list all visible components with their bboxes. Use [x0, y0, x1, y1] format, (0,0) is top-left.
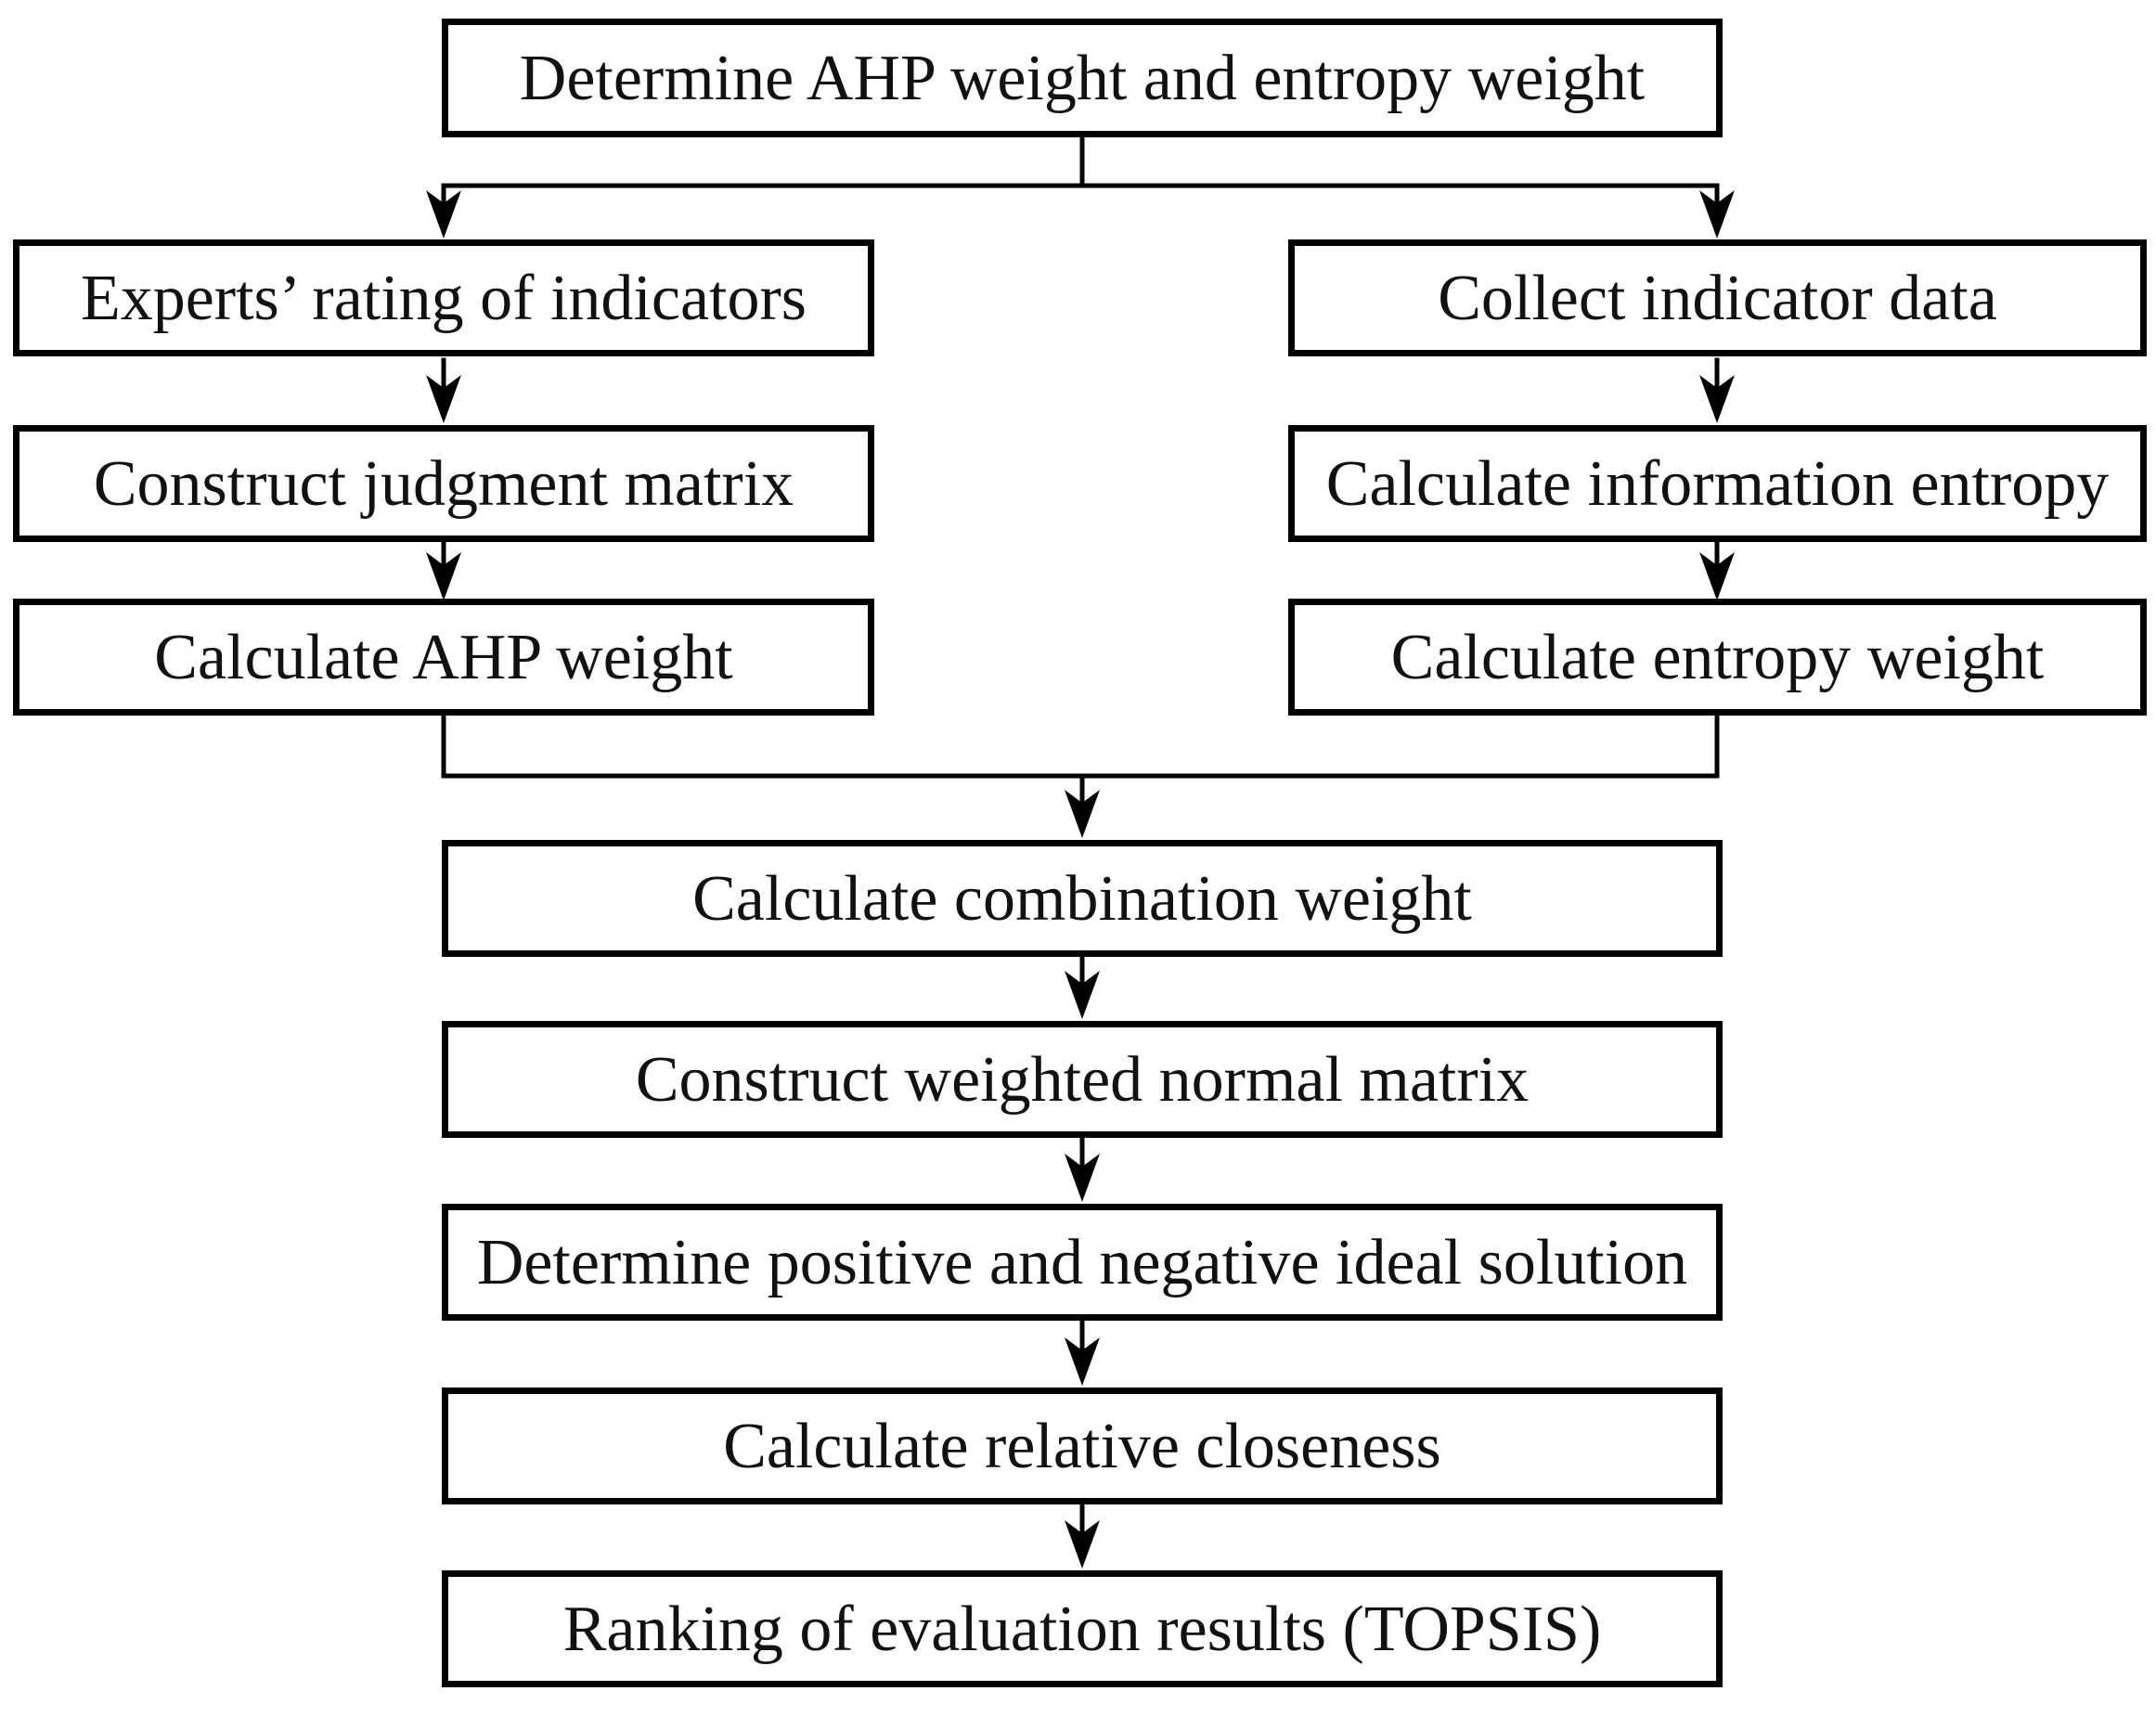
- edge-split-left-arrow: [426, 183, 461, 239]
- edge-merge-center-arrow: [1065, 773, 1100, 838]
- node-collect-indicator-data: Collect indicator data: [1288, 239, 2147, 356]
- edge-combination-to-weighted-arrow: [1065, 954, 1100, 1019]
- edge-split-connector: [441, 135, 1720, 188]
- edge-weighted-to-ideal-arrow: [1065, 1135, 1100, 1202]
- node-determine-weights: Determine AHP weight and entropy weight: [442, 19, 1723, 137]
- node-calculate-entropy-weight: Calculate entropy weight: [1288, 599, 2147, 716]
- node-construct-judgment-matrix: Construct judgment matrix: [13, 425, 874, 542]
- edge-experts-to-judgment-arrow: [426, 357, 461, 423]
- edge-ideal-to-closeness-arrow: [1065, 1318, 1100, 1386]
- edge-closeness-to-ranking-arrow: [1065, 1502, 1100, 1569]
- edge-judgment-to-ahp-arrow: [426, 539, 461, 600]
- node-determine-ideal-solution: Determine positive and negative ideal so…: [442, 1204, 1723, 1321]
- edge-entropy-to-weight-arrow: [1699, 539, 1735, 600]
- node-calculate-combination-weight: Calculate combination weight: [442, 840, 1723, 957]
- node-construct-weighted-normal-matrix: Construct weighted normal matrix: [442, 1021, 1723, 1138]
- edge-split-right-arrow: [1699, 183, 1735, 239]
- node-calculate-information-entropy: Calculate information entropy: [1288, 425, 2147, 542]
- edge-collect-to-entropy-arrow: [1699, 357, 1735, 423]
- node-ranking-topsis: Ranking of evaluation results (TOPSIS): [442, 1570, 1723, 1687]
- edge-merge-connector: [441, 713, 1720, 779]
- node-calculate-relative-closeness: Calculate relative closeness: [442, 1388, 1723, 1504]
- node-calculate-ahp-weight: Calculate AHP weight: [13, 599, 874, 716]
- node-experts-rating: Experts’ rating of indicators: [13, 239, 874, 356]
